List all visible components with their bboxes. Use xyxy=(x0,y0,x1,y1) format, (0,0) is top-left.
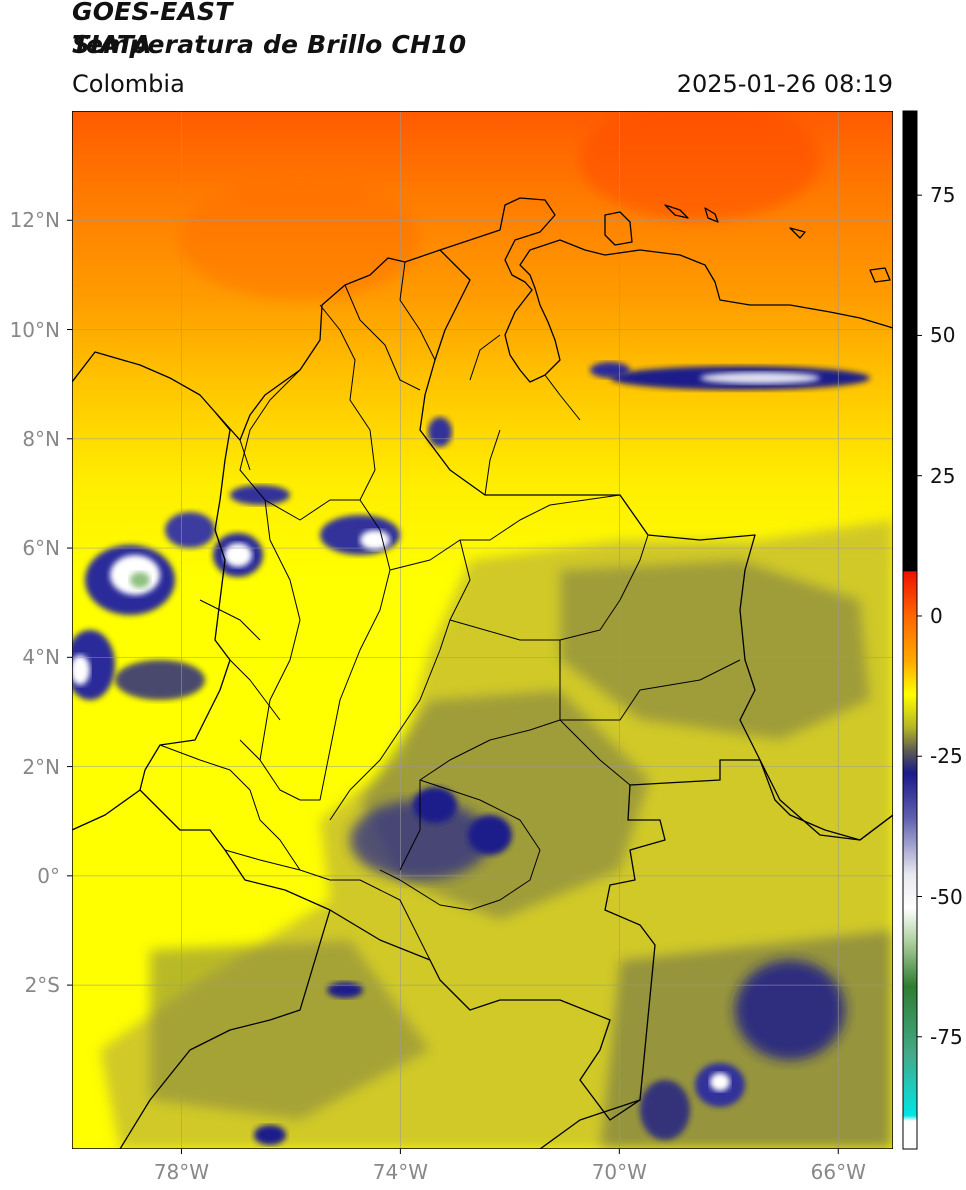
map-area xyxy=(72,111,893,1149)
borders xyxy=(72,197,893,1149)
datetime-label: 2025-01-26 08:19 xyxy=(676,70,893,98)
warm-area xyxy=(580,111,820,220)
lat-tick-label: 12°N xyxy=(9,208,60,233)
graticule xyxy=(72,111,893,1149)
colorbar-tick-label: 50 xyxy=(930,323,956,348)
colorbar-tick-label: 25 xyxy=(930,463,956,488)
colorbar-tick-label: 75 xyxy=(930,183,956,208)
colorbar xyxy=(902,110,922,1150)
coastline-caribbean xyxy=(72,197,893,441)
lon-tick-label: 66°W xyxy=(810,1160,866,1184)
border-peru-brazil xyxy=(539,1099,641,1149)
island xyxy=(789,227,806,239)
lat-tick-label: 6°N xyxy=(22,536,60,561)
border-venezuela-internal xyxy=(544,374,581,421)
product-title: Temperatura de Brillo CH10 xyxy=(72,30,467,59)
colorbar-tick-label: 0 xyxy=(930,603,943,628)
border-colombia-venezuela xyxy=(419,249,893,841)
department-borders xyxy=(159,261,741,961)
lon-tick-label: 78°W xyxy=(153,1160,210,1184)
lat-tick-label: 0° xyxy=(37,863,60,888)
lat-tick-label: 10°N xyxy=(9,317,60,342)
island xyxy=(604,211,633,246)
island xyxy=(869,267,891,283)
lon-tick-label: 70°W xyxy=(591,1160,647,1184)
colorbar-tick-label: -50 xyxy=(930,884,963,909)
colorbar-ticks xyxy=(917,194,922,1038)
warm-area xyxy=(180,180,420,300)
lat-tick-label: 8°N xyxy=(22,426,60,451)
border-colombia-ecuador-peru xyxy=(119,909,331,1149)
lat-tick-label: 2°S xyxy=(24,973,60,998)
island xyxy=(704,207,719,223)
cloud-cores xyxy=(72,362,870,1145)
lon-tick-label: 74°W xyxy=(372,1160,428,1184)
lat-tick-label: 2°N xyxy=(22,754,60,779)
agency-label: SIATA xyxy=(72,30,152,59)
colorbar-tick-label: -75 xyxy=(930,1024,963,1049)
colorbar-rect xyxy=(902,110,918,1150)
colorbar-tick-label: -25 xyxy=(930,744,963,769)
axis-ticks xyxy=(67,219,839,1154)
island xyxy=(664,204,689,219)
lat-tick-label: 4°N xyxy=(22,645,60,670)
region-label: Colombia xyxy=(72,70,185,98)
satellite-title: GOES-EAST xyxy=(72,0,233,26)
